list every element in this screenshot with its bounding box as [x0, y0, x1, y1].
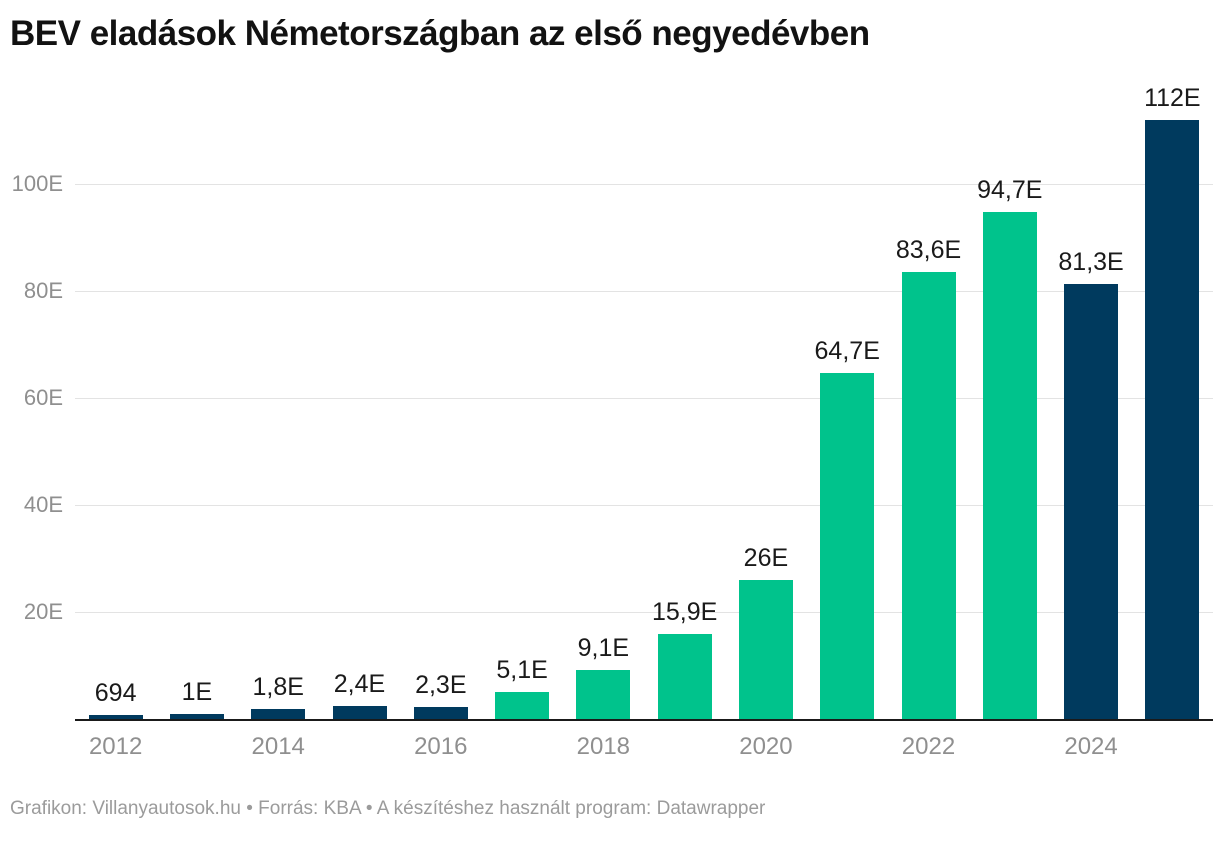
x-tick-label: 2014 [251, 733, 305, 760]
bar-value-label: 694 [94, 679, 137, 708]
bar-2024 [1064, 284, 1119, 719]
bar-value-label: 83,6E [895, 235, 962, 264]
x-axis-line [75, 719, 1213, 721]
bar-value-label: 26E [743, 543, 789, 572]
bar-2014 [251, 709, 306, 719]
bar-value-label: 9,1E [577, 634, 630, 663]
gridline [75, 291, 1213, 292]
bar-2017 [495, 691, 550, 719]
gridline [75, 505, 1213, 506]
bar-2023 [982, 212, 1037, 719]
chart-title: BEV eladások Németországban az első negy… [10, 14, 870, 53]
bar-value-label: 15,9E [651, 597, 718, 626]
gridline [75, 184, 1213, 185]
bar-2013 [169, 713, 224, 719]
chart-footer: Grafikon: Villanyautosok.hu • Forrás: KB… [10, 798, 766, 819]
bar-value-label: 94,7E [977, 176, 1043, 205]
y-tick-label: 60E [23, 385, 63, 410]
gridline [75, 612, 1213, 613]
x-tick-label: 2022 [901, 733, 956, 760]
bar-value-label: 81,3E [1058, 248, 1124, 277]
y-tick-label: 40E [23, 492, 63, 517]
bar-2018 [576, 670, 631, 719]
bar-value-label: 1,8E [252, 673, 304, 702]
x-tick-label: 2018 [576, 733, 631, 760]
bar-2012 [88, 715, 143, 719]
x-tick-label: 2016 [414, 733, 468, 760]
bar-value-label: 64,7E [814, 336, 880, 365]
bar-2020 [738, 579, 793, 719]
bar-value-label: 5,1E [496, 655, 548, 684]
y-tick-label: 20E [23, 599, 63, 624]
x-tick-label: 2012 [88, 733, 143, 760]
x-tick-label: 2020 [739, 733, 793, 760]
bar-2015 [332, 706, 387, 719]
bar-2022 [901, 271, 956, 719]
bar-2016 [413, 706, 468, 719]
x-tick-label: 2024 [1064, 733, 1118, 760]
bar-2025 [1145, 119, 1200, 719]
bar-value-label: 2,4E [333, 670, 386, 699]
bar-value-label: 1E [181, 677, 213, 706]
y-tick-label: 100E [11, 171, 63, 196]
bar-value-label: 112E [1144, 83, 1201, 112]
bar-value-label: 2,3E [415, 670, 467, 699]
y-tick-label: 80E [23, 278, 63, 303]
bar-2021 [820, 372, 875, 719]
bar-2019 [657, 633, 712, 719]
gridline [75, 398, 1213, 399]
